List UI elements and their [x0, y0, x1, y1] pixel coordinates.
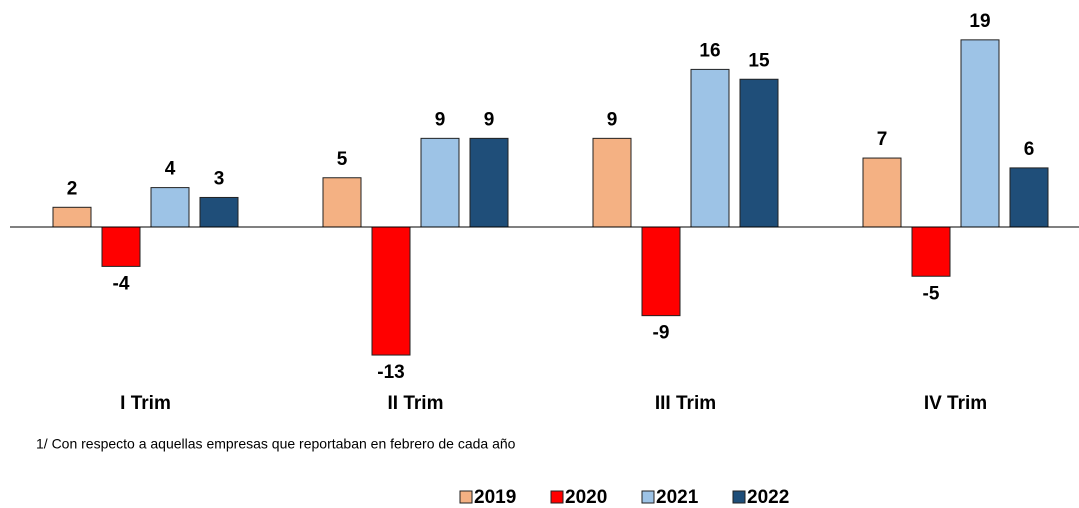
- bar: [960, 39, 1000, 228]
- category-label: I Trim: [120, 393, 171, 414]
- bar: [371, 226, 411, 356]
- legend-label: 2021: [656, 487, 699, 508]
- value-label: -13: [377, 362, 404, 383]
- bar: [690, 68, 730, 228]
- legend-swatch: [641, 490, 655, 504]
- value-label: 6: [1024, 139, 1035, 160]
- value-label: 19: [969, 11, 990, 32]
- value-label: 15: [748, 50, 770, 71]
- legend-label: 2022: [747, 487, 789, 508]
- legend-label: 2019: [474, 487, 516, 508]
- legend-swatch: [550, 490, 564, 504]
- value-label: 5: [337, 149, 348, 170]
- bar: [420, 137, 460, 228]
- value-label: 4: [165, 159, 176, 180]
- bar: [1009, 167, 1049, 228]
- bar: [911, 226, 951, 277]
- bar: [199, 196, 239, 228]
- value-label: 3: [214, 168, 225, 189]
- value-label: 2: [67, 178, 78, 199]
- bar: [641, 226, 681, 317]
- bar: [862, 157, 902, 228]
- bar: [101, 226, 141, 267]
- bar: [322, 177, 362, 228]
- bar: [739, 78, 779, 228]
- value-label: -9: [653, 323, 670, 344]
- category-label: II Trim: [388, 393, 444, 414]
- legend-swatch: [732, 490, 746, 504]
- legend-label: 2020: [565, 487, 607, 508]
- footnote: 1/ Con respecto a aquellas empresas que …: [36, 436, 516, 452]
- value-label: 16: [699, 40, 720, 61]
- value-label: 9: [435, 109, 446, 130]
- value-label: 7: [877, 129, 888, 150]
- value-label: 9: [607, 109, 618, 130]
- category-label: IV Trim: [924, 393, 987, 414]
- bar: [150, 187, 190, 228]
- bar: [469, 137, 509, 228]
- value-label: -5: [923, 283, 940, 304]
- bar: [592, 137, 632, 228]
- value-label: -4: [113, 273, 130, 294]
- category-label: III Trim: [655, 393, 716, 414]
- legend-swatch: [459, 490, 473, 504]
- value-label: 9: [484, 109, 495, 130]
- bar: [52, 206, 92, 228]
